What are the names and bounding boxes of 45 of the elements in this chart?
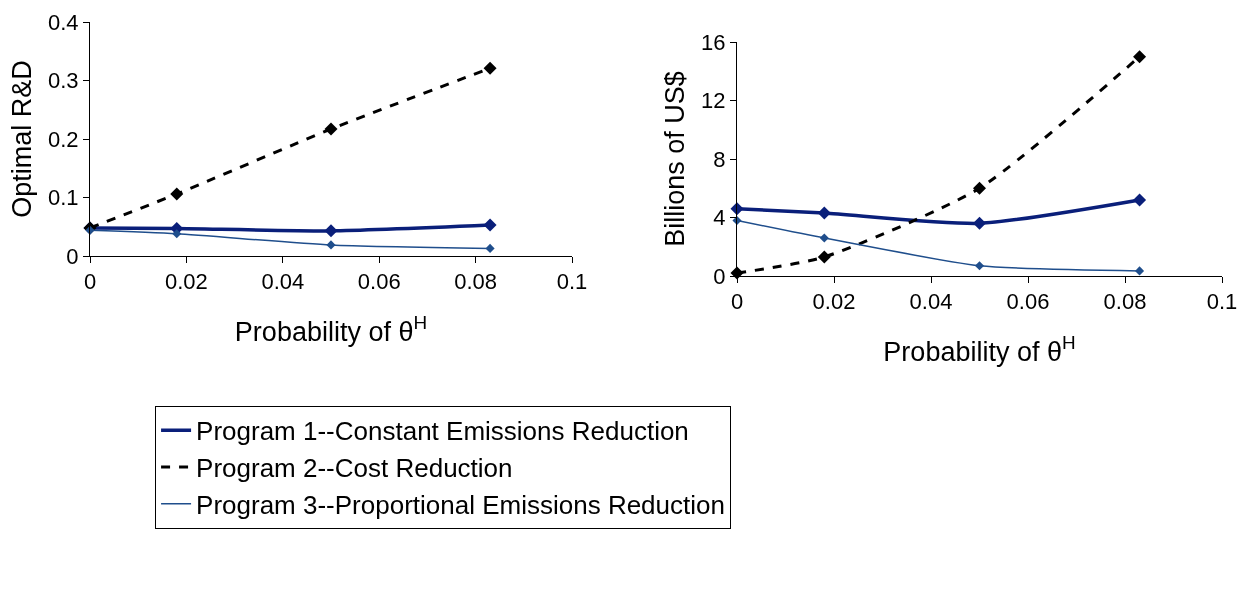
point xyxy=(483,61,497,75)
point xyxy=(483,218,497,232)
point xyxy=(973,216,986,230)
y-tick-label: 0.4 xyxy=(48,9,79,35)
point xyxy=(974,261,985,271)
y-tick-label: 0 xyxy=(66,243,79,269)
x-tick-label: 0.06 xyxy=(1006,289,1050,315)
x-tick-label: 0.1 xyxy=(1206,289,1238,315)
point xyxy=(324,122,338,136)
y-axis-title: Billions of US$ xyxy=(660,71,691,247)
x-tick-label: 0 xyxy=(83,269,97,295)
x-tick-label: 0.02 xyxy=(812,289,856,315)
y-tick-label: 4 xyxy=(713,205,726,231)
y-tick-label: 16 xyxy=(701,29,726,55)
y-tick-label: 0.2 xyxy=(48,126,79,152)
x-tick-label: 0.02 xyxy=(164,269,208,295)
point xyxy=(1135,266,1145,276)
x-tick-label: 0.04 xyxy=(909,289,953,315)
y-axis-title: Optimal R&D xyxy=(7,60,38,218)
x-tick-label: 0.06 xyxy=(357,269,401,295)
x-tick-label: 0.04 xyxy=(261,269,305,295)
legend-label: Program 1--Constant Emissions Reduction xyxy=(196,416,689,447)
point xyxy=(819,233,829,243)
legend-label: Program 2--Cost Reduction xyxy=(196,453,513,484)
point xyxy=(1133,50,1147,64)
y-tick-label: 0.3 xyxy=(48,68,79,94)
point xyxy=(172,229,182,239)
point xyxy=(485,243,495,253)
x-tick-label: 0 xyxy=(730,289,744,315)
x-axis-title: Probability of θ$^{H}$ xyxy=(234,312,428,347)
legend-label: Program 3--Proportional Emissions Reduction xyxy=(196,489,725,520)
y-tick-label: 0.1 xyxy=(48,185,79,211)
x-tick-label: 0.08 xyxy=(454,269,498,295)
point xyxy=(817,206,831,220)
x-tick-label: 0.08 xyxy=(1103,289,1147,315)
point xyxy=(1133,193,1147,207)
y-tick-label: 8 xyxy=(713,146,726,172)
x-axis-title: Probability of θ$^{H}$ xyxy=(883,332,1076,367)
point xyxy=(973,181,986,195)
y-tick-label: 12 xyxy=(701,88,726,114)
point xyxy=(170,187,184,201)
x-tick-label: 0.1 xyxy=(556,269,588,295)
point xyxy=(817,250,831,264)
point xyxy=(324,224,338,238)
point xyxy=(326,240,336,250)
